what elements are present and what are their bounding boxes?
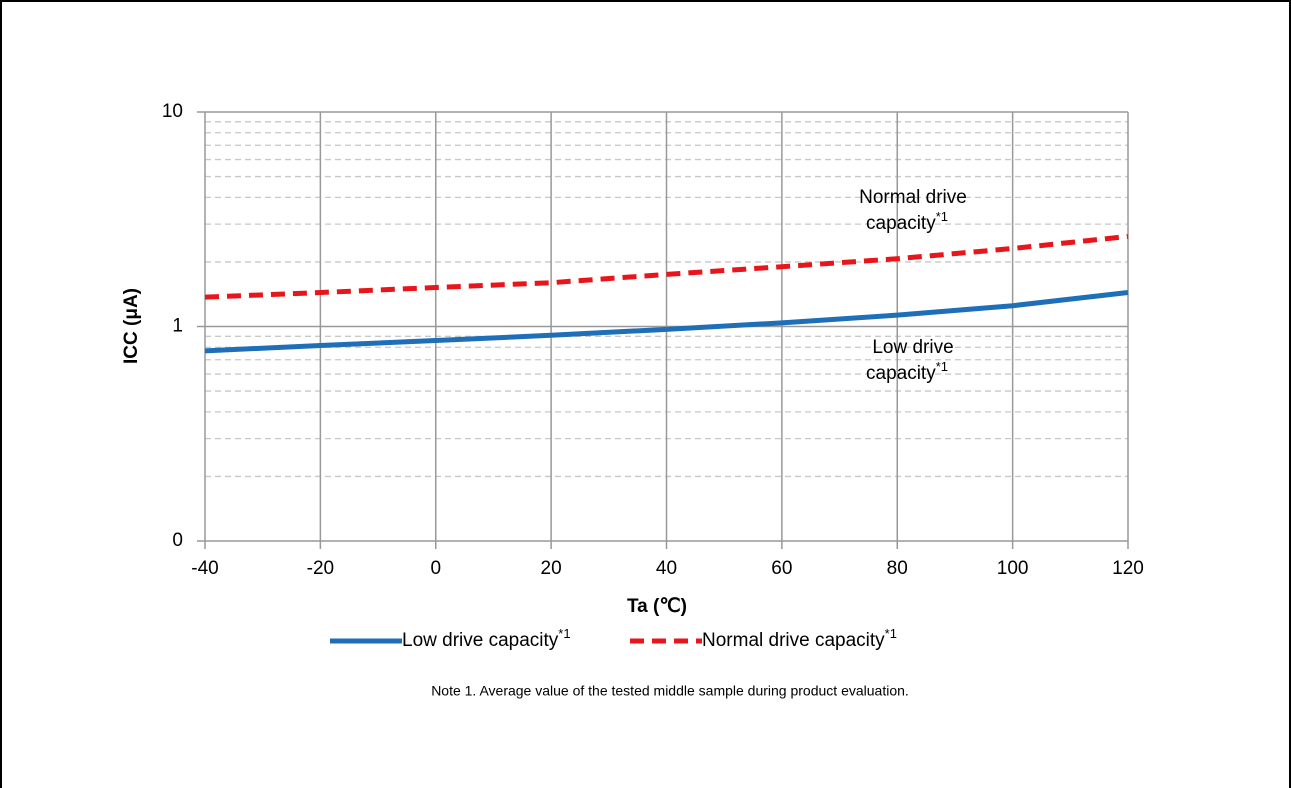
note: Note 1. Average value of the tested midd… — [431, 683, 909, 699]
legend-name: Low drive capacity — [402, 630, 559, 651]
x-tick-label: 120 — [1112, 558, 1144, 579]
x-axis-label: Ta (℃) — [627, 596, 687, 617]
annotation: capacity*1 — [866, 209, 948, 234]
series-line — [204, 233, 1129, 300]
x-tick-label: 40 — [656, 558, 677, 579]
annotation: Low drive — [872, 337, 953, 358]
annotation-line: capacity — [866, 363, 936, 384]
x-tick-label: 60 — [771, 558, 792, 579]
footnote-marker: *1 — [936, 359, 948, 374]
footnote-marker: *1 — [936, 209, 948, 224]
x-tick-label: -40 — [191, 558, 218, 579]
x-tick-label: 0 — [430, 558, 441, 579]
x-tick-label: 80 — [887, 558, 908, 579]
y-tick-label: 1 — [172, 316, 183, 337]
y-tick-label: 0 — [172, 530, 183, 551]
annotation-line: capacity — [866, 213, 936, 234]
y-tick-label: 10 — [162, 101, 183, 122]
series-line — [204, 290, 1129, 354]
legend-label: Low drive capacity*1 — [402, 626, 571, 651]
x-tick-label: -20 — [307, 558, 334, 579]
y-axis-label: ICC (μA) — [121, 288, 142, 364]
annotation: capacity*1 — [866, 359, 948, 384]
x-tick-label: 100 — [997, 558, 1029, 579]
legend-label: Normal drive capacity*1 — [702, 626, 897, 651]
x-tick-label: 20 — [541, 558, 562, 579]
footnote-marker: *1 — [558, 626, 570, 641]
footnote-marker: *1 — [885, 626, 897, 641]
annotation: Normal drive — [859, 187, 967, 208]
legend-name: Normal drive capacity — [702, 630, 885, 651]
